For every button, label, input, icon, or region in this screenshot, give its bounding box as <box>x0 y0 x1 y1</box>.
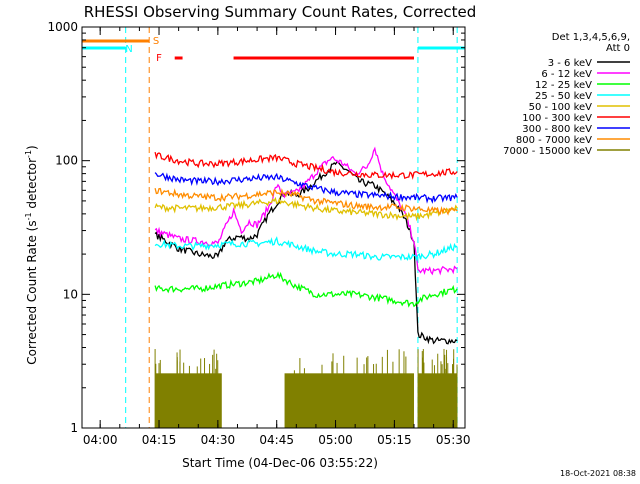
series-line-2 <box>154 271 458 308</box>
series-line-7 <box>154 187 458 216</box>
series-line-4 <box>154 196 458 222</box>
chart-title: RHESSI Observing Summary Count Rates, Co… <box>84 3 477 21</box>
series-line-6 <box>154 172 458 204</box>
ylabel-mid: detector <box>25 158 39 213</box>
legend-label: 6 - 12 keV <box>541 69 592 80</box>
flag-label-n: N <box>125 44 132 55</box>
legend-label: 12 - 25 keV <box>535 80 592 91</box>
legend-label: 800 - 7000 keV <box>516 135 592 146</box>
footer-date: 18-Oct-2021 08:38 <box>560 469 636 478</box>
ylabel-end: ) <box>25 145 39 150</box>
legend-label: 100 - 300 keV <box>522 113 592 124</box>
flag-label-f: F <box>156 53 162 64</box>
y-tick-label: 100 <box>55 154 78 168</box>
x-tick-label: 05:30 <box>436 433 471 447</box>
x-tick-label: 05:15 <box>377 433 412 447</box>
legend-label: 7000 - 15000 keV <box>503 146 592 157</box>
series-line-3 <box>154 236 458 262</box>
legend-label: 50 - 100 keV <box>529 102 593 113</box>
ylabel-main: Corrected Count Rate (s <box>25 220 39 364</box>
legend-label: 3 - 6 keV <box>548 58 592 69</box>
x-tick-label: 04:30 <box>201 433 236 447</box>
ylabel-sup1: -1 <box>24 212 33 220</box>
svg-text:Corrected Count Rate (s-1 dete: Corrected Count Rate (s-1 detector-1) <box>24 145 39 364</box>
legend-header-line1: Det 1,3,4,5,6,9, <box>552 32 630 43</box>
legend-label: 25 - 50 keV <box>535 91 592 102</box>
flag-label-s: S <box>153 36 159 47</box>
y-tick-label: 10 <box>63 287 78 301</box>
series-line-5 <box>154 151 458 180</box>
x-tick-label: 05:00 <box>318 433 353 447</box>
x-tick-label: 04:45 <box>259 433 294 447</box>
legend-header-line2: Att 0 <box>606 43 630 54</box>
series-band-7000 <box>155 373 222 428</box>
y-tick-label: 1 <box>70 421 78 435</box>
series-line-0 <box>154 161 458 345</box>
y-tick-label: 1000 <box>47 20 78 34</box>
x-tick-label: 04:00 <box>83 433 118 447</box>
ylabel-sup2: -1 <box>24 150 33 158</box>
legend-label: 300 - 800 keV <box>522 124 592 135</box>
y-axis-label: Corrected Count Rate (s-1 detector-1) <box>24 145 39 364</box>
x-tick-label: 04:15 <box>142 433 177 447</box>
plot-frame <box>81 26 466 429</box>
x-axis-label: Start Time (04-Dec-06 03:55:22) <box>182 456 378 470</box>
